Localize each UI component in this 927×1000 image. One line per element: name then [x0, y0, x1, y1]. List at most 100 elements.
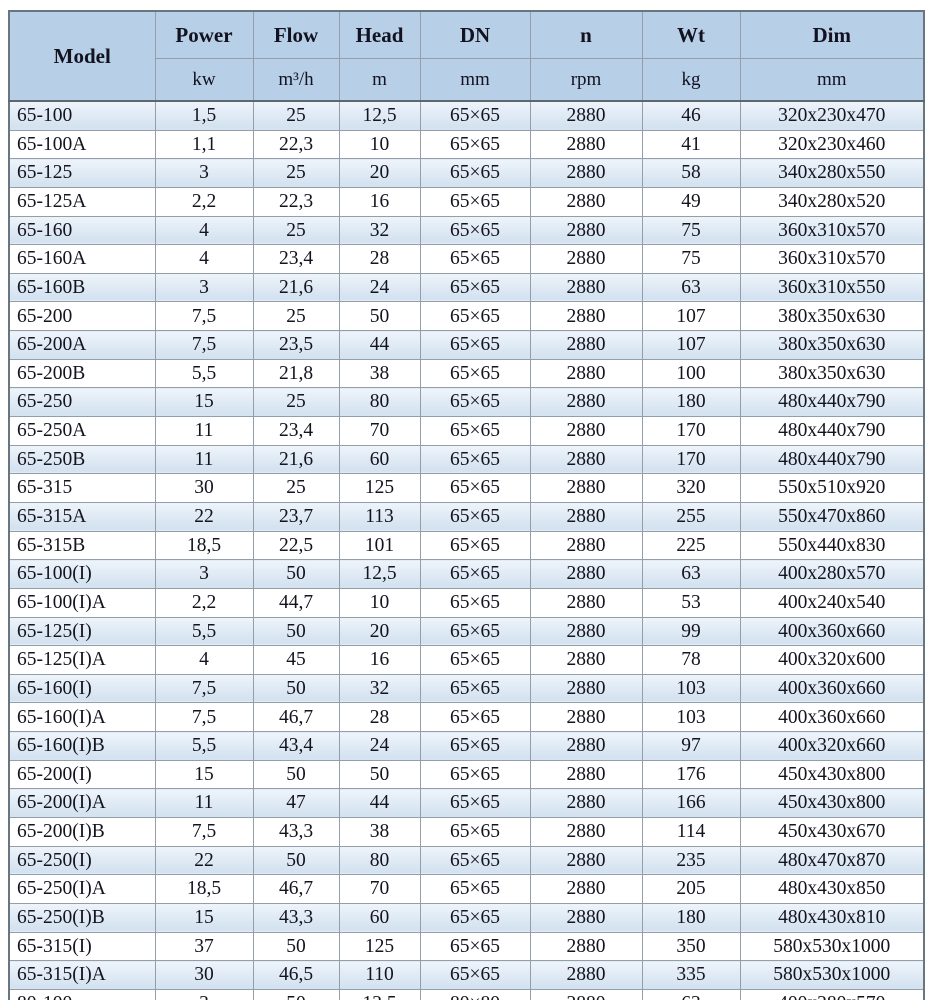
cell-power: 7,5 [154, 301, 254, 332]
table-row: 65-125(I) 5,5 50 20 65×65 2880 99 400x360x660 [8, 616, 925, 647]
unit-dn: mm [419, 58, 531, 102]
cell-head: 10 [338, 587, 421, 618]
cell-model: 65-200B [8, 358, 156, 389]
cell-model: 65-125A [8, 186, 156, 217]
cell-flow: 43,3 [252, 817, 340, 847]
cell-n: 2880 [529, 215, 643, 246]
cell-n: 2880 [529, 587, 643, 618]
cell-dn: 65×65 [419, 731, 531, 761]
cell-head: 10 [338, 129, 421, 160]
cell-dim: 400x240x540 [739, 587, 925, 618]
unit-power: kw [154, 58, 254, 102]
cell-wt: 205 [641, 874, 741, 904]
cell-head: 80 [338, 387, 421, 418]
cell-head: 44 [338, 788, 421, 819]
cell-n: 2880 [529, 387, 643, 418]
cell-flow: 25 [252, 100, 340, 131]
table-row: 65-250(I)A 18,5 46,7 70 65×65 2880 205 480x430x… [8, 874, 925, 904]
cell-head: 80 [338, 845, 421, 876]
cell-wt: 58 [641, 158, 741, 188]
cell-dim: 360x310x550 [739, 272, 925, 303]
cell-head: 70 [338, 874, 421, 904]
cell-dim: 450x430x800 [739, 759, 925, 790]
cell-n: 2880 [529, 358, 643, 389]
cell-dim: 380x350x630 [739, 330, 925, 360]
cell-flow: 23,5 [252, 330, 340, 360]
cell-n: 2880 [529, 416, 643, 446]
cell-flow: 47 [252, 788, 340, 819]
cell-dn: 65×65 [419, 759, 531, 790]
cell-n: 2880 [529, 244, 643, 274]
cell-dn: 65×65 [419, 931, 531, 962]
cell-head: 16 [338, 186, 421, 217]
cell-dim: 480x440x790 [739, 416, 925, 446]
cell-n: 2880 [529, 817, 643, 847]
cell-wt: 49 [641, 186, 741, 217]
cell-model: 80-100 [8, 988, 156, 1000]
cell-head: 32 [338, 215, 421, 246]
cell-dn: 65×65 [419, 158, 531, 188]
cell-dim: 400x360x660 [739, 673, 925, 704]
table-row: 65-200 7,5 25 50 65×65 2880 107 380x350x630 [8, 301, 925, 332]
cell-dim: 400x280x570 [739, 988, 925, 1000]
cell-dn: 65×65 [419, 902, 531, 933]
cell-power: 30 [154, 473, 254, 503]
cell-power: 11 [154, 416, 254, 446]
cell-head: 28 [338, 702, 421, 733]
cell-power: 7,5 [154, 817, 254, 847]
cell-flow: 21,6 [252, 272, 340, 303]
cell-model: 65-315(I) [8, 931, 156, 962]
cell-wt: 103 [641, 702, 741, 733]
cell-power: 3 [154, 988, 254, 1000]
table-row: 65-200(I)B 7,5 43,3 38 65×65 2880 114 450x430x6… [8, 817, 925, 847]
cell-dim: 380x350x630 [739, 358, 925, 389]
cell-power: 2,2 [154, 587, 254, 618]
cell-model: 65-100A [8, 129, 156, 160]
cell-power: 22 [154, 845, 254, 876]
cell-dn: 65×65 [419, 817, 531, 847]
table-body: 65-100 1,5 25 12,5 65×65 2880 46 320x230x470 65-… [8, 100, 925, 1000]
cell-power: 3 [154, 272, 254, 303]
cell-n: 2880 [529, 530, 643, 561]
cell-head: 60 [338, 902, 421, 933]
cell-dn: 65×65 [419, 501, 531, 532]
unit-head: m [338, 58, 421, 102]
cell-dn: 65×65 [419, 416, 531, 446]
cell-dn: 65×65 [419, 702, 531, 733]
cell-model: 65-100 [8, 100, 156, 131]
cell-model: 65-200(I) [8, 759, 156, 790]
cell-n: 2880 [529, 874, 643, 904]
cell-dn: 65×65 [419, 530, 531, 561]
cell-wt: 63 [641, 559, 741, 589]
unit-wt: kg [641, 58, 741, 102]
cell-power: 1,1 [154, 129, 254, 160]
cell-flow: 50 [252, 616, 340, 647]
cell-model: 65-125 [8, 158, 156, 188]
cell-power: 18,5 [154, 530, 254, 561]
cell-dim: 450x430x800 [739, 788, 925, 819]
cell-wt: 75 [641, 215, 741, 246]
cell-dn: 65×65 [419, 129, 531, 160]
cell-dim: 480x430x810 [739, 902, 925, 933]
cell-wt: 166 [641, 788, 741, 819]
column-header-model: Model [8, 10, 156, 102]
cell-flow: 50 [252, 845, 340, 876]
cell-model: 65-250(I) [8, 845, 156, 876]
cell-dim: 480x470x870 [739, 845, 925, 876]
cell-head: 44 [338, 330, 421, 360]
table-row: 65-100(I)A 2,2 44,7 10 65×65 2880 53 400x240x54… [8, 587, 925, 618]
cell-head: 113 [338, 501, 421, 532]
cell-power: 3 [154, 158, 254, 188]
cell-power: 1,5 [154, 100, 254, 131]
table-row: 65-250 15 25 80 65×65 2880 180 480x440x790 [8, 387, 925, 418]
cell-n: 2880 [529, 759, 643, 790]
cell-flow: 45 [252, 645, 340, 675]
cell-dn: 65×65 [419, 845, 531, 876]
cell-dim: 320x230x460 [739, 129, 925, 160]
cell-n: 2880 [529, 845, 643, 876]
cell-power: 11 [154, 444, 254, 475]
cell-n: 2880 [529, 731, 643, 761]
cell-wt: 97 [641, 731, 741, 761]
cell-power: 4 [154, 645, 254, 675]
cell-power: 22 [154, 501, 254, 532]
